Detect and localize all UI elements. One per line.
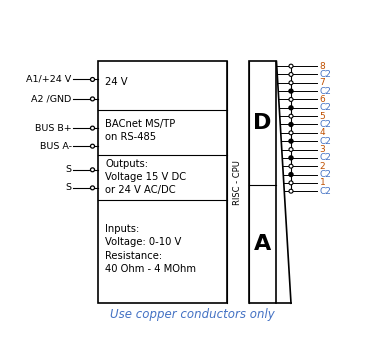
Circle shape	[289, 89, 293, 93]
Text: 7: 7	[320, 78, 325, 87]
Circle shape	[90, 186, 94, 190]
Text: C2: C2	[320, 187, 332, 196]
Text: 6: 6	[320, 95, 325, 104]
Text: C2: C2	[320, 120, 332, 129]
Text: A1/+24 V: A1/+24 V	[26, 75, 72, 84]
Circle shape	[90, 78, 94, 81]
Bar	[98, 61, 227, 303]
Text: 3: 3	[320, 145, 325, 154]
Text: C2: C2	[320, 103, 332, 112]
Text: 4: 4	[320, 128, 325, 137]
Text: A2 /GND: A2 /GND	[32, 95, 72, 103]
Circle shape	[289, 114, 293, 118]
Circle shape	[289, 181, 293, 185]
Text: BUS B+: BUS B+	[35, 123, 72, 132]
Text: BUS A-: BUS A-	[40, 142, 72, 151]
Circle shape	[90, 97, 94, 101]
Bar	[249, 61, 276, 303]
Circle shape	[289, 64, 293, 68]
Text: Inputs:
Voltage: 0-10 V
Resistance:
40 Ohm - 4 MOhm: Inputs: Voltage: 0-10 V Resistance: 40 O…	[105, 224, 196, 274]
Circle shape	[289, 131, 293, 135]
Circle shape	[289, 97, 293, 101]
Circle shape	[289, 189, 293, 193]
Circle shape	[90, 126, 94, 130]
Text: 8: 8	[320, 62, 325, 71]
Text: A: A	[254, 234, 271, 254]
Text: D: D	[254, 113, 272, 133]
Text: C2: C2	[320, 70, 332, 79]
Text: S: S	[66, 183, 72, 192]
Text: C2: C2	[320, 87, 332, 96]
Circle shape	[289, 148, 293, 152]
Circle shape	[289, 106, 293, 110]
Text: S: S	[66, 165, 72, 174]
Circle shape	[90, 144, 94, 148]
Text: Use copper conductors only: Use copper conductors only	[110, 308, 274, 321]
Text: 2: 2	[320, 162, 325, 171]
Circle shape	[289, 156, 293, 160]
Text: RISC - CPU: RISC - CPU	[234, 160, 243, 205]
Circle shape	[289, 81, 293, 85]
Text: 24 V: 24 V	[105, 77, 128, 87]
Circle shape	[289, 173, 293, 177]
Text: Outputs:
Voltage 15 V DC
or 24 V AC/DC: Outputs: Voltage 15 V DC or 24 V AC/DC	[105, 158, 186, 195]
Circle shape	[289, 73, 293, 77]
Circle shape	[289, 122, 293, 126]
Text: C2: C2	[320, 153, 332, 162]
Circle shape	[289, 164, 293, 168]
Circle shape	[289, 139, 293, 143]
Circle shape	[90, 168, 94, 172]
Text: 5: 5	[320, 112, 325, 121]
Text: BACnet MS/TP
on RS-485: BACnet MS/TP on RS-485	[105, 119, 175, 143]
Text: C2: C2	[320, 137, 332, 146]
Text: 1: 1	[320, 178, 325, 187]
Text: C2: C2	[320, 170, 332, 179]
